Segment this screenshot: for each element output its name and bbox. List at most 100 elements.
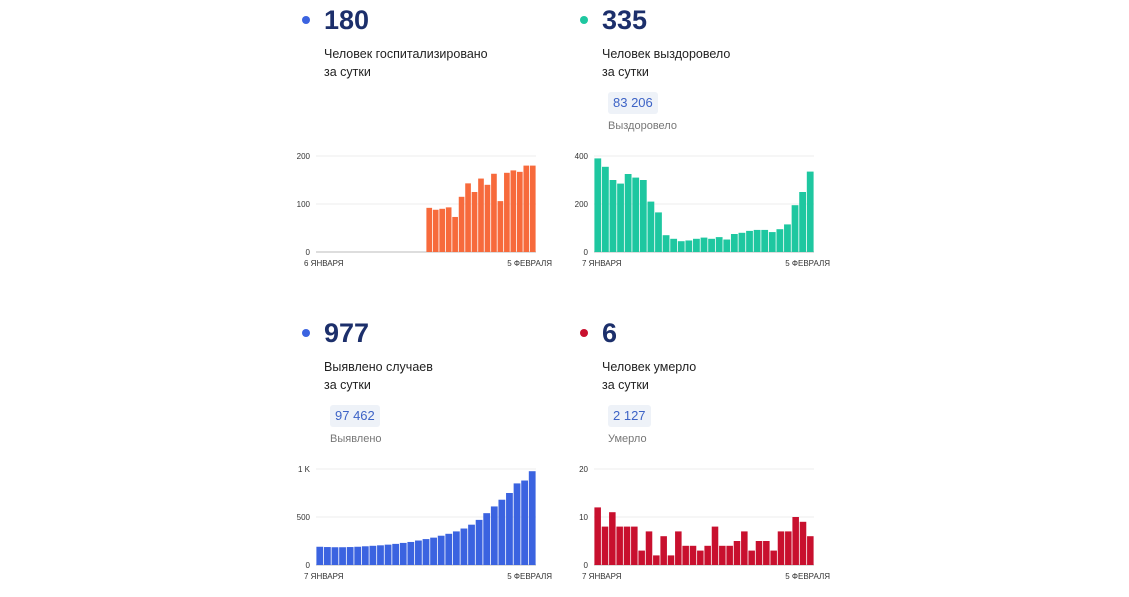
bar: [601, 166, 609, 252]
y-tick-label: 100: [297, 200, 311, 209]
bar: [504, 172, 510, 252]
bar: [617, 183, 624, 252]
bar: [458, 196, 465, 252]
bar: [346, 547, 354, 565]
bar: [601, 526, 609, 565]
bar: [407, 541, 415, 565]
bar: [777, 531, 785, 565]
bar: [753, 229, 761, 252]
y-tick-label: 0: [584, 248, 589, 257]
bar: [738, 232, 746, 252]
deaths-dot: [580, 329, 588, 337]
bar: [510, 170, 517, 252]
bar: [483, 513, 491, 565]
bar: [609, 180, 617, 252]
recovered-label: Человек выздоровело за сутки: [602, 45, 822, 81]
bar: [682, 545, 689, 565]
hospitalized-label-line2: за сутки: [324, 65, 371, 79]
bar: [437, 535, 445, 565]
bar: [746, 230, 753, 252]
bar: [415, 540, 422, 565]
detected-chart: 1 K 500 0 7 ЯНВАРЯ 5 ФЕВРАЛЯ: [297, 465, 553, 581]
bar: [807, 536, 814, 565]
deaths-label-line1: Человек умерло: [602, 360, 697, 374]
bar: [653, 555, 660, 565]
y-tick-label: 0: [306, 248, 311, 257]
y-tick-label: 200: [575, 200, 589, 209]
detected-total: 97 462: [330, 405, 380, 427]
x-end-label: 5 ФЕВРАЛЯ: [785, 572, 830, 581]
bar: [399, 542, 407, 565]
bar: [339, 547, 346, 565]
bar: [465, 183, 471, 252]
bar: [693, 238, 700, 252]
bar: [662, 235, 670, 252]
bar: [655, 212, 662, 252]
y-tick-label: 0: [306, 561, 311, 570]
bar: [770, 550, 777, 565]
bar: [594, 507, 601, 565]
bar: [791, 205, 799, 252]
detected-dot: [302, 329, 310, 337]
bar: [784, 224, 791, 252]
bar: [445, 207, 452, 252]
bar: [799, 192, 807, 252]
bar: [685, 240, 693, 252]
detected-value: 977: [324, 318, 370, 348]
detected-label-line1: Выявлено случаев: [324, 360, 433, 374]
deaths-label-line2: за сутки: [602, 378, 649, 392]
bar: [697, 550, 704, 565]
bar: [432, 209, 439, 252]
bar: [471, 192, 478, 252]
bar: [700, 237, 708, 252]
bar: [609, 512, 616, 565]
y-tick-label: 20: [579, 465, 588, 474]
recovered-chart: 400 200 0 7 ЯНВАРЯ 5 ФЕВРАЛЯ: [575, 152, 831, 268]
hospitalized-label-line1: Человек госпитализировано: [324, 47, 488, 61]
bar: [632, 177, 640, 252]
y-tick-label: 200: [297, 152, 311, 161]
y-tick-label: 400: [575, 152, 589, 161]
bar: [529, 165, 536, 252]
bar: [523, 165, 530, 252]
bar: [667, 555, 675, 565]
hospitalized-label: Человек госпитализировано за сутки: [324, 45, 544, 81]
bar: [719, 545, 726, 565]
deaths-total: 2 127: [608, 405, 651, 427]
y-tick-label: 10: [579, 513, 588, 522]
bar: [755, 541, 763, 565]
bar: [354, 546, 362, 565]
bar: [426, 207, 433, 252]
y-tick-label: 0: [584, 561, 589, 570]
deaths-value: 6: [602, 318, 618, 348]
bar: [594, 158, 602, 252]
bar: [384, 544, 392, 565]
detected-label-line2: за сутки: [324, 378, 371, 392]
bar: [331, 547, 339, 565]
x-start-label: 7 ЯНВАРЯ: [304, 572, 344, 581]
deaths-total-label: Умерло: [608, 433, 647, 445]
bar: [733, 541, 741, 565]
x-end-label: 5 ФЕВРАЛЯ: [507, 572, 552, 581]
bar: [528, 471, 536, 565]
bar: [730, 234, 738, 252]
bar: [704, 545, 711, 565]
bar: [377, 545, 384, 565]
bar: [452, 531, 460, 565]
x-start-label: 6 ЯНВАРЯ: [304, 259, 344, 268]
recovered-dot: [580, 16, 588, 24]
bar: [521, 480, 529, 565]
hospitalized-card: 180 Человек госпитализировано за сутки: [302, 2, 562, 282]
bar: [460, 528, 468, 565]
bar: [677, 241, 685, 252]
bar: [647, 201, 655, 252]
bar: [723, 239, 731, 252]
deaths-card: 6 Человек умерло за сутки 2 127 Умерло: [580, 315, 840, 455]
x-end-label: 5 ФЕВРАЛЯ: [507, 259, 552, 268]
bar: [491, 173, 497, 252]
bar: [616, 526, 623, 565]
bar: [670, 238, 678, 252]
bar: [513, 483, 521, 565]
bar: [645, 531, 653, 565]
bar: [361, 546, 369, 565]
